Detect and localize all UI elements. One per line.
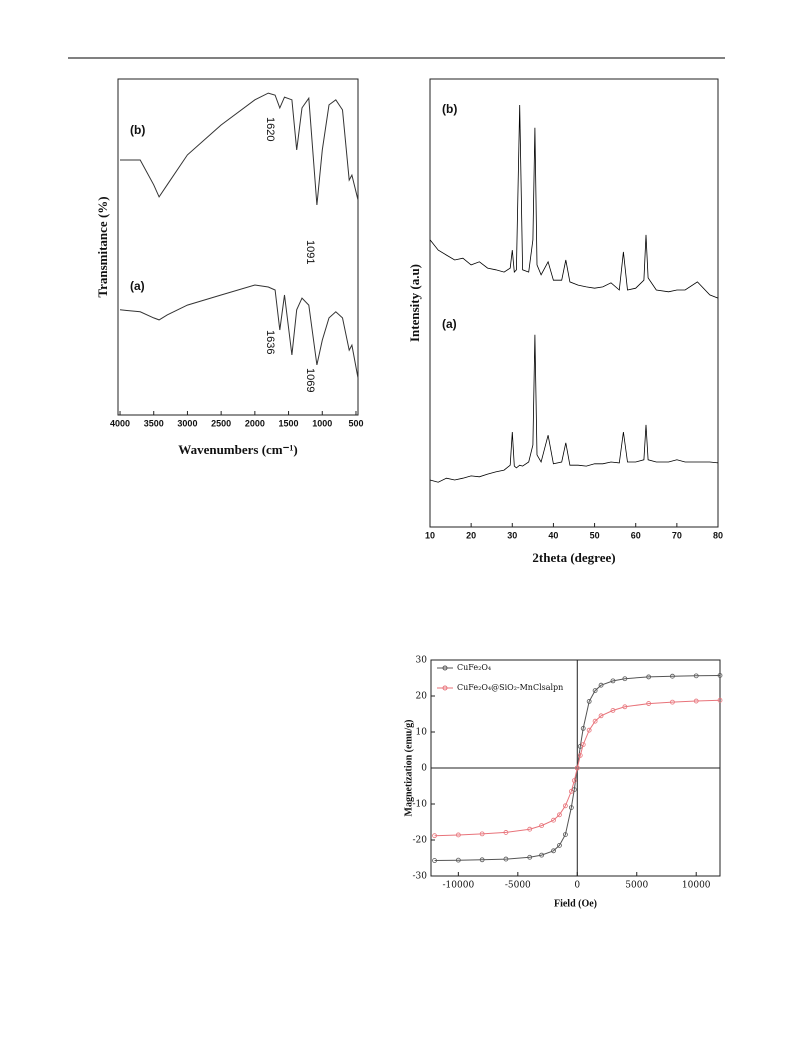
y-tick-label: 0	[421, 764, 427, 774]
y-tick-label: -20	[413, 836, 428, 846]
point	[539, 852, 545, 858]
x-axis-title: Wavenumbers (cm⁻¹)	[178, 442, 297, 457]
series-line	[119, 284, 359, 379]
point	[562, 803, 568, 809]
point	[455, 832, 461, 838]
y-axis-title: Transmitance (%)	[95, 196, 110, 297]
x-tick-label: 70	[672, 530, 682, 540]
series-line	[429, 104, 719, 299]
x-tick-label: 2500	[211, 418, 231, 428]
y-tick-label: 10	[416, 728, 428, 738]
legend-marker	[442, 665, 448, 671]
point	[539, 823, 545, 828]
x-tick-label: -10000	[443, 881, 475, 891]
point	[592, 688, 598, 693]
peak-label: 1620	[264, 117, 276, 141]
x-tick-label: 50	[590, 530, 600, 540]
x-tick-label: 5000	[625, 881, 648, 891]
x-tick-label: 1500	[279, 418, 299, 428]
series-line	[120, 92, 359, 206]
series-label: (a)	[442, 317, 457, 331]
x-tick-label: 60	[631, 530, 641, 540]
point	[586, 699, 592, 704]
x-tick-label: 1000	[312, 418, 332, 428]
point	[571, 778, 577, 783]
legend-label: CuFe₂O₄	[457, 663, 491, 672]
x-tick-label: 2000	[245, 418, 265, 428]
point	[610, 708, 616, 713]
point	[568, 805, 574, 810]
point	[557, 843, 562, 848]
point	[551, 817, 556, 823]
x-tick-label: 20	[466, 530, 476, 540]
point	[610, 678, 616, 684]
point	[432, 858, 437, 863]
series-label: (b)	[442, 102, 457, 116]
plot-frame	[429, 78, 719, 528]
point	[557, 812, 562, 818]
y-axis-title: Magnetization (emu/g)	[403, 720, 414, 817]
x-tick-label: -5000	[505, 881, 531, 891]
point	[479, 857, 485, 863]
peak-label: 1091	[304, 240, 316, 264]
point	[432, 833, 437, 839]
y-axis-title: Intensity (a.u)	[407, 264, 422, 342]
point	[598, 713, 604, 719]
y-tick-label: 30	[416, 656, 428, 666]
point	[580, 726, 586, 731]
point	[577, 753, 583, 758]
point	[479, 831, 485, 837]
peak-label: 1069	[304, 368, 316, 392]
x-tick-label: 30	[507, 530, 517, 540]
point	[503, 856, 509, 862]
legend-label: CuFe₂O₄@SiO₂-MnClsalpn	[457, 683, 563, 692]
x-tick-label: 40	[548, 530, 558, 540]
point	[670, 673, 675, 679]
legend-marker	[442, 685, 448, 691]
x-tick-label: 4000	[110, 418, 130, 428]
point	[568, 789, 574, 794]
point	[646, 701, 652, 706]
series-line	[434, 699, 721, 837]
series-line	[429, 334, 719, 483]
x-tick-label: 3500	[144, 418, 164, 428]
point	[580, 742, 586, 747]
point	[527, 854, 533, 860]
point	[592, 718, 598, 724]
point	[622, 676, 628, 682]
point	[562, 832, 568, 837]
x-tick-label: 10	[425, 530, 435, 540]
peak-label: 1636	[264, 330, 276, 354]
plot-frame	[117, 78, 359, 416]
point	[503, 830, 509, 835]
x-tick-label: 0	[574, 881, 580, 891]
point	[670, 699, 675, 705]
point	[646, 674, 652, 680]
series-label: (a)	[130, 279, 145, 293]
point	[717, 673, 723, 678]
x-tick-label: 500	[348, 418, 363, 428]
point	[598, 682, 604, 688]
point	[717, 697, 723, 703]
point	[622, 704, 628, 710]
y-tick-label: -10	[413, 800, 428, 810]
x-tick-label: 3000	[177, 418, 197, 428]
x-axis-title: 2theta (degree)	[532, 550, 615, 565]
point	[693, 698, 699, 704]
x-tick-label: 80	[713, 530, 723, 540]
point	[574, 765, 580, 771]
series-label: (b)	[130, 123, 145, 137]
point	[551, 848, 556, 854]
y-tick-label: 20	[416, 692, 428, 702]
y-tick-label: -30	[413, 872, 428, 882]
x-axis-title: Field (Oe)	[554, 898, 597, 909]
point	[455, 857, 461, 863]
point	[527, 826, 533, 832]
x-tick-label: 10000	[682, 881, 711, 891]
point	[693, 673, 699, 679]
point	[586, 727, 592, 733]
